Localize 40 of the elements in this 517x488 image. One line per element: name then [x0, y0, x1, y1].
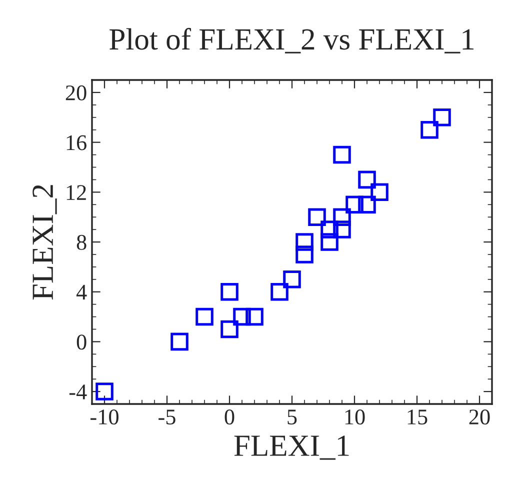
y-tick-label: 20	[66, 85, 86, 100]
x-tick-label: 15	[408, 410, 428, 424]
point	[296, 233, 314, 251]
x-tick-label: 20	[469, 410, 490, 424]
point	[283, 270, 301, 288]
point	[233, 308, 251, 326]
point	[170, 332, 188, 351]
y-tick-label: -4	[69, 384, 87, 400]
point	[220, 320, 238, 338]
point	[246, 308, 264, 326]
y-tick-label: 0	[76, 334, 86, 350]
point	[320, 220, 338, 238]
y-tick-label: 16	[66, 135, 86, 150]
point	[320, 233, 338, 251]
y-tick-label: 4	[76, 284, 87, 300]
y-tick-label: 12	[66, 185, 86, 200]
point	[270, 282, 288, 301]
y-tick-label: 8	[76, 234, 86, 250]
x-tick-label: 5	[288, 410, 297, 424]
y-axis-title: FLEXI_2	[32, 185, 57, 300]
x-tick-label: -5	[158, 410, 176, 424]
point	[220, 282, 238, 301]
x-tick-label: 10	[345, 410, 365, 424]
point	[296, 246, 314, 264]
point	[333, 208, 351, 226]
point	[308, 208, 326, 226]
point	[370, 183, 388, 202]
point	[96, 382, 114, 400]
point	[433, 108, 451, 126]
x-tick-label: -10	[90, 410, 118, 424]
point	[358, 196, 376, 214]
x-tick-label: 0	[224, 410, 234, 424]
point	[358, 170, 376, 189]
point	[333, 146, 351, 164]
point	[346, 196, 364, 214]
point	[333, 220, 351, 238]
chart-title: Plot of FLEXI_2 vs FLEXI_1	[110, 28, 474, 54]
point	[420, 120, 438, 139]
point	[196, 308, 214, 326]
x-axis-title: FLEXI_1	[234, 436, 349, 460]
